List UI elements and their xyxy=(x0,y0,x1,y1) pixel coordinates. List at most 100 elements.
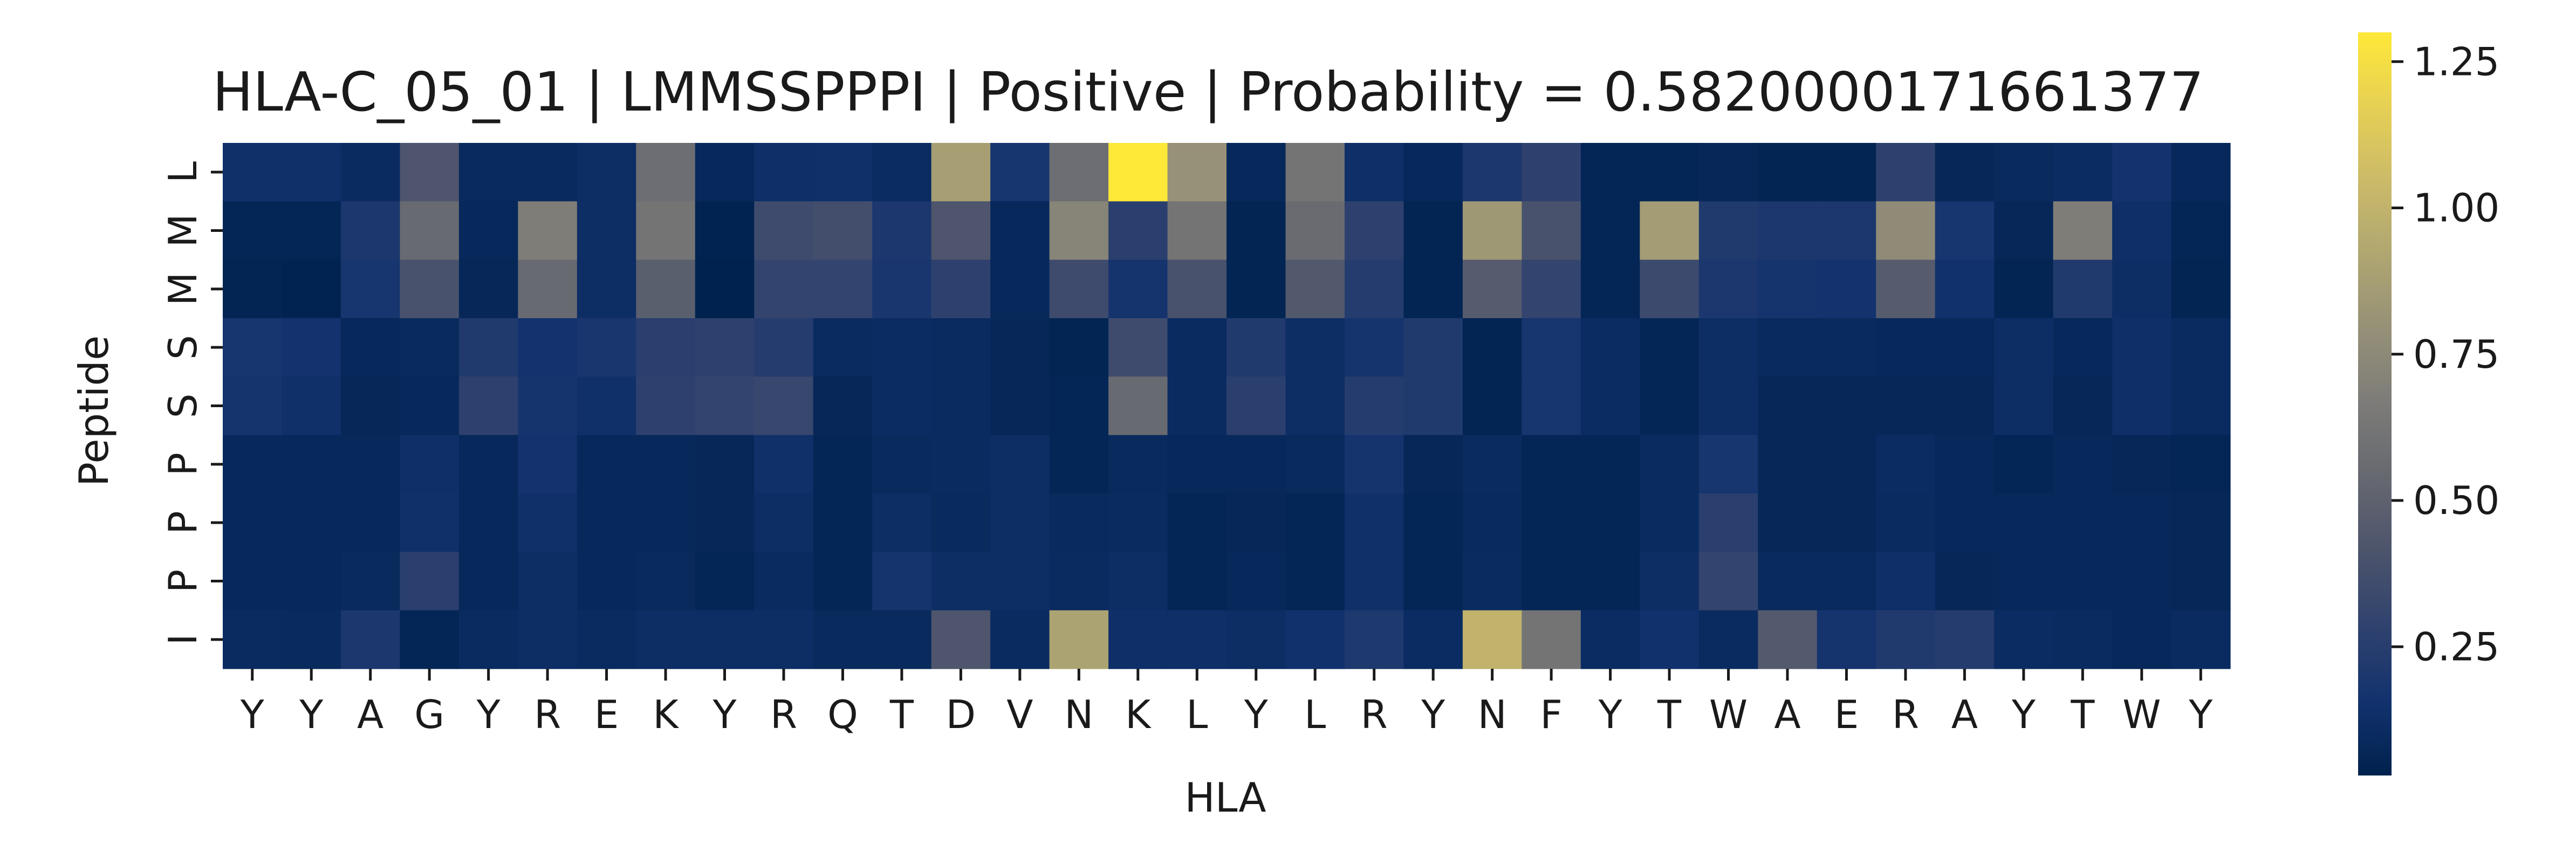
heatmap-cell xyxy=(458,318,518,377)
heatmap-cell xyxy=(340,435,401,494)
heatmap-cell xyxy=(2112,435,2172,494)
heatmap-cell xyxy=(1167,610,1227,669)
x-tick-label: K xyxy=(653,692,679,737)
heatmap-cell xyxy=(282,201,341,260)
heatmap-cell xyxy=(1640,143,1700,202)
x-tick-label: N xyxy=(1064,692,1093,737)
heatmap-cell xyxy=(1758,201,1818,260)
heatmap-cell xyxy=(1227,610,1286,669)
heatmap-cell xyxy=(1344,143,1405,202)
x-tick-label: V xyxy=(1006,692,1033,737)
heatmap-cell xyxy=(2112,493,2172,552)
heatmap-cell xyxy=(1698,201,1758,260)
heatmap-cell xyxy=(1403,318,1463,377)
x-tick-label: W xyxy=(1709,692,1748,737)
heatmap-cell xyxy=(1640,552,1700,611)
heatmap-cell xyxy=(1285,318,1345,377)
heatmap-cell xyxy=(1344,318,1405,377)
heatmap-cell xyxy=(872,435,932,494)
heatmap-cell xyxy=(695,201,755,260)
heatmap-cell xyxy=(931,435,991,494)
y-tick-label: M xyxy=(160,272,205,306)
heatmap-cell xyxy=(1758,376,1818,436)
heatmap-cell xyxy=(1403,376,1463,436)
heatmap-cell xyxy=(1580,376,1640,436)
heatmap-cell xyxy=(931,318,991,377)
heatmap-cell xyxy=(518,610,578,669)
heatmap-cell xyxy=(1227,493,1286,552)
heatmap-cell xyxy=(1167,493,1227,552)
colorbar-tick-label: 0.25 xyxy=(2413,624,2499,669)
heatmap-cell xyxy=(1049,259,1109,319)
heatmap-cell xyxy=(990,610,1050,669)
heatmap-cell xyxy=(1698,259,1758,319)
heatmap-cell xyxy=(282,552,341,611)
heatmap-cell xyxy=(1817,143,1876,202)
heatmap-cell xyxy=(1462,259,1522,319)
heatmap-cell xyxy=(1049,143,1109,202)
heatmap-cell xyxy=(2112,318,2172,377)
heatmap-cell xyxy=(695,493,755,552)
heatmap-cell xyxy=(813,493,873,552)
heatmap-cell xyxy=(1462,143,1522,202)
heatmap-cell xyxy=(931,493,991,552)
heatmap-cell xyxy=(2053,143,2113,202)
heatmap-cell xyxy=(577,201,636,260)
heatmap-cell xyxy=(1285,552,1345,611)
heatmap-cell xyxy=(636,552,696,611)
heatmap-cell xyxy=(1522,318,1581,377)
heatmap-cell xyxy=(990,493,1050,552)
heatmap-cell xyxy=(695,318,755,377)
heatmap-cell xyxy=(636,318,696,377)
heatmap-cell xyxy=(1640,493,1700,552)
heatmap-cell xyxy=(872,552,932,611)
heatmap-cell xyxy=(1462,201,1522,260)
heatmap-cell xyxy=(1049,318,1109,377)
heatmap-cell xyxy=(872,610,932,669)
heatmap-cell xyxy=(340,201,401,260)
colorbar-tick-label: 0.75 xyxy=(2413,332,2499,377)
heatmap-cell xyxy=(1403,493,1463,552)
heatmap-cell xyxy=(1462,435,1522,494)
heatmap-cell xyxy=(1108,493,1168,552)
x-tick-label: Y xyxy=(712,692,737,737)
heatmap-cell xyxy=(2053,201,2113,260)
heatmap-cell xyxy=(1817,610,1876,669)
heatmap-cell xyxy=(223,610,283,669)
heatmap-cell xyxy=(1580,552,1640,611)
heatmap-cell xyxy=(1049,376,1109,436)
heatmap-cell xyxy=(1522,259,1581,319)
heatmap-cell xyxy=(636,201,696,260)
heatmap-cell xyxy=(400,493,460,552)
heatmap-cell xyxy=(1580,318,1640,377)
heatmap-cell xyxy=(1935,493,1995,552)
heatmap-cell xyxy=(223,376,283,436)
heatmap-cell xyxy=(1876,376,1936,436)
x-tick-label: R xyxy=(1892,692,1919,737)
heatmap-cell xyxy=(754,376,814,436)
heatmap-cell xyxy=(1935,376,1995,436)
heatmap-cell xyxy=(2112,201,2172,260)
x-tick-label: W xyxy=(2122,692,2161,737)
heatmap-cell xyxy=(1935,610,1995,669)
heatmap-cell xyxy=(931,376,991,436)
heatmap-cell xyxy=(223,435,283,494)
heatmap-cell xyxy=(931,552,991,611)
heatmap-cell xyxy=(1285,143,1345,202)
heatmap-cell xyxy=(340,552,401,611)
heatmap-cell xyxy=(400,201,460,260)
heatmap-cell xyxy=(1167,259,1227,319)
heatmap-cell xyxy=(1698,376,1758,436)
heatmap-cell xyxy=(518,318,578,377)
heatmap-cell xyxy=(813,610,873,669)
heatmap-cell xyxy=(2112,552,2172,611)
heatmap-cell xyxy=(1994,201,2054,260)
heatmap-cell xyxy=(695,143,755,202)
heatmap-cell xyxy=(1462,376,1522,436)
chart-title: HLA-C_05_01 | LMMSSPPPI | Positive | Pro… xyxy=(213,60,2204,123)
y-tick-label: S xyxy=(160,335,205,360)
heatmap-cell xyxy=(1640,376,1700,436)
x-tick-label: Q xyxy=(827,692,858,737)
heatmap-cell xyxy=(1640,435,1700,494)
